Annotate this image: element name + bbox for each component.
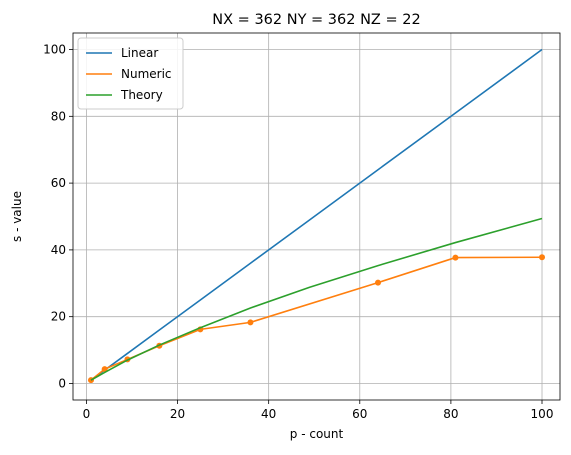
legend-label-numeric: Numeric (121, 67, 172, 81)
y-tick-label: 20 (51, 310, 66, 324)
chart-title: NX = 362 NY = 362 NZ = 22 (212, 12, 420, 28)
y-tick-label: 40 (51, 243, 66, 257)
legend: Linear Numeric Theory (77, 37, 184, 110)
x-axis-ticks: 0 20 40 60 80 100 (83, 400, 554, 421)
y-axis-ticks: 0 20 40 60 80 100 (43, 43, 73, 390)
legend-label-theory: Theory (120, 88, 163, 102)
y-tick-label: 100 (43, 43, 66, 57)
legend-label-linear: Linear (121, 46, 158, 60)
x-tick-label: 80 (443, 407, 458, 421)
data-point-numeric (375, 279, 382, 286)
legend-box (77, 37, 184, 110)
data-point-numeric (452, 254, 459, 261)
x-tick-label: 60 (352, 407, 367, 421)
y-tick-label: 80 (51, 109, 66, 123)
y-tick-label: 60 (51, 176, 66, 190)
y-axis-label: s - value (10, 191, 24, 242)
series-layer (87, 48, 546, 384)
plot-frame (72, 32, 561, 401)
series-line-numeric (90, 256, 543, 381)
x-tick-label: 100 (531, 407, 554, 421)
series-line-linear (90, 48, 543, 381)
x-tick-label: 20 (170, 407, 185, 421)
x-tick-label: 40 (261, 407, 276, 421)
data-point-numeric (539, 254, 546, 261)
y-tick-label: 0 (58, 376, 66, 390)
series-line-theory (90, 217, 543, 381)
x-axis-label: p - count (290, 427, 344, 441)
data-point-numeric (247, 319, 254, 326)
x-tick-label: 0 (83, 407, 91, 421)
data-point-numeric (101, 366, 108, 373)
